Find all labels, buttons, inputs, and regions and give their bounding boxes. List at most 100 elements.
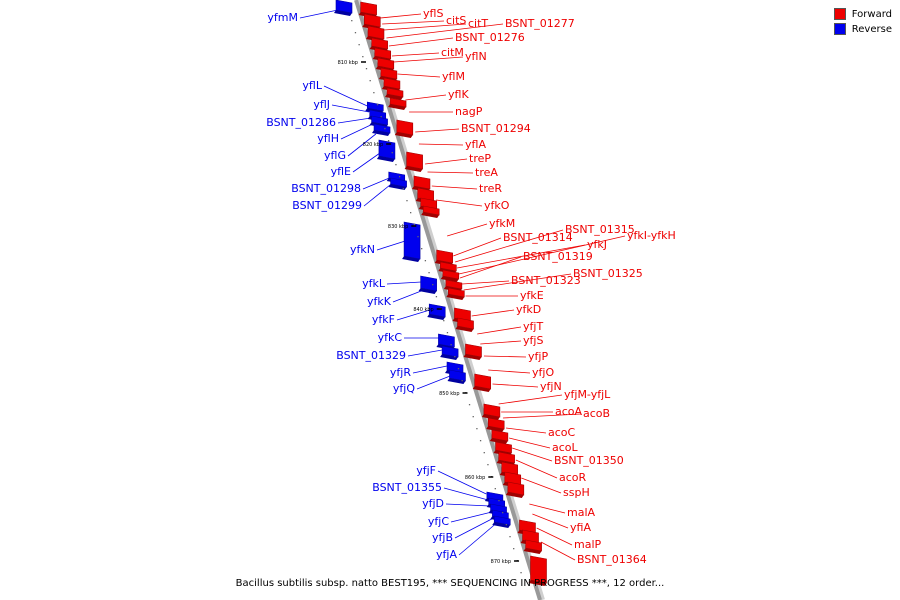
forward-gene-label[interactable]: yfkM [489,217,515,230]
position-dot [362,56,364,58]
forward-gene-label[interactable]: BSNT_01314 [503,231,573,244]
tick-label: 870 kbp [491,559,511,565]
forward-gene-label[interactable]: yfjP [528,350,548,363]
forward-gene-label[interactable]: yfkO [484,199,510,212]
forward-gene-label[interactable]: yfkD [516,303,541,316]
forward-leader-line [388,37,454,47]
forward-gene-label[interactable]: BSNT_01315 [565,223,635,236]
forward-gene-label[interactable]: treA [475,166,498,179]
position-dot [369,80,371,82]
forward-gene-label[interactable]: yfjN [540,380,562,393]
forward-leader-line [461,280,510,285]
position-dot [380,116,382,118]
forward-gene-label[interactable]: citM [441,46,464,59]
reverse-gene-label[interactable]: yflG [324,149,346,162]
forward-gene-label[interactable]: yfjS [523,334,543,347]
forward-gene-label[interactable]: yfkE [520,289,544,302]
forward-gene-label[interactable]: BSNT_01294 [461,122,531,135]
reverse-leader-line [416,375,451,390]
reverse-gene-label[interactable]: yfjD [422,497,444,510]
forward-gene-label[interactable]: sspH [563,486,590,499]
reverse-gene-label[interactable]: BSNT_01299 [292,199,362,212]
forward-gene-label[interactable]: malA [567,506,596,519]
position-dot [483,452,485,454]
reverse-leader-line [352,151,382,173]
forward-gene-label[interactable]: BSNT_01277 [505,17,575,30]
forward-gene-label[interactable]: yflA [465,138,486,151]
reverse-gene-label[interactable]: yfmM [267,11,298,24]
position-dot [384,128,386,130]
reverse-gene-label[interactable]: yflJ [313,98,330,111]
reverse-leader-line [299,9,338,19]
reverse-leader-line [363,183,392,207]
forward-gene-label[interactable]: yfiA [570,521,591,534]
forward-gene-label[interactable]: acoC [548,426,576,439]
reverse-gene-label[interactable]: BSNT_01329 [336,349,406,362]
position-dot [494,488,496,490]
reverse-gene-label[interactable]: yfkL [362,277,386,290]
reverse-gene-label[interactable]: yfkN [350,243,375,256]
reverse-swatch [833,23,846,35]
forward-gene-block [472,373,491,392]
forward-gene-block [440,269,460,282]
forward-leader-line [512,447,553,462]
reverse-gene-label[interactable]: yfkF [372,313,395,326]
reverse-gene-label[interactable]: yfkK [367,295,392,308]
forward-gene-label[interactable]: yfkI-yfkH [627,229,676,242]
forward-gene-label[interactable]: malP [574,538,602,551]
tick-label: 850 kbp [439,391,459,397]
forward-gene-label[interactable]: treR [479,182,502,195]
forward-leader-line [492,383,539,388]
forward-gene-label[interactable]: acoB [583,407,610,420]
forward-leader-line [383,23,467,31]
forward-gene-label[interactable]: yflN [465,50,487,63]
forward-gene-label[interactable]: acoL [552,441,579,454]
position-dot [443,320,445,322]
forward-gene-label[interactable]: nagP [455,105,483,118]
forward-gene-label[interactable]: treP [469,152,491,165]
reverse-gene-label[interactable]: yfjF [416,464,436,477]
forward-gene-label[interactable]: yflM [442,70,465,83]
reverse-leader-line [340,123,373,140]
forward-leader-line [483,355,527,358]
position-dot [410,212,412,214]
forward-leader-line [382,20,445,25]
forward-gene-label[interactable]: acoA [555,405,583,418]
reverse-gene-label[interactable]: yflE [331,165,351,178]
forward-gene-label[interactable]: BSNT_01276 [455,31,525,44]
scale-ticks: 810 kbp 820 kbp 830 kbp 840 kbp 850 kbp 860 k… [338,60,520,565]
position-dot [373,92,375,94]
reverse-gene-label[interactable]: yflH [317,132,339,145]
forward-gene-label[interactable]: yfjO [532,366,554,379]
forward-gene-label[interactable]: BSNT_01323 [511,274,581,287]
reverse-gene-label[interactable]: yfjA [436,548,457,561]
position-dot [428,272,430,274]
forward-gene-label[interactable]: BSNT_01325 [573,267,643,280]
forward-gene-block [489,429,509,444]
legend: Forward Reverse [833,8,892,38]
forward-gene-label[interactable]: BSNT_01319 [523,250,593,263]
forward-gene-label[interactable]: yflK [448,88,469,101]
forward-gene-label[interactable]: yfjM-yfjL [564,388,611,401]
forward-gene-label[interactable]: BSNT_01364 [577,553,647,566]
forward-gene-label[interactable]: citT [468,17,488,30]
reverse-gene-label[interactable]: BSNT_01298 [291,182,361,195]
reverse-gene-label[interactable]: BSNT_01355 [372,481,442,494]
position-dot [413,224,415,226]
reverse-gene-label[interactable]: yfjB [432,531,453,544]
reverse-gene-label[interactable]: BSNT_01286 [266,116,336,129]
forward-gene-label[interactable]: acoR [559,471,587,484]
reverse-gene-label[interactable]: yflL [302,79,322,92]
forward-gene-label[interactable]: citS [446,14,466,27]
reverse-gene-label[interactable]: yfjC [428,515,449,528]
forward-leader-line [386,23,504,39]
forward-gene-label[interactable]: yfjT [523,320,543,333]
reverse-gene-label[interactable]: yfkC [378,331,403,344]
reverse-gene-label[interactable]: yfjQ [393,382,415,395]
forward-gene-label[interactable]: BSNT_01350 [554,454,624,467]
forward-gene-label[interactable]: yfkJ [587,238,607,251]
forward-leader-line [480,340,522,345]
forward-gene-label[interactable]: yflS [423,7,443,20]
reverse-leader-line [362,177,390,190]
reverse-gene-label[interactable]: yfjR [390,366,411,379]
